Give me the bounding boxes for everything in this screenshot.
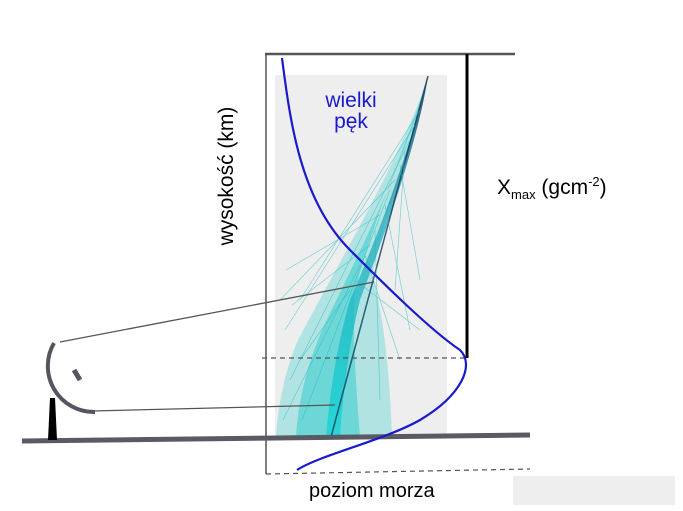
sea-level-label: poziom morza (309, 480, 435, 502)
xmax-label-unit-suffix: ) (599, 176, 607, 199)
telescope-icon (45, 342, 96, 440)
shower-label-line-1: wielki (325, 89, 377, 112)
shower-particle-spray (276, 78, 428, 437)
shower-core (326, 76, 428, 437)
ground-line (21, 432, 531, 444)
xmax-label-unit-prefix: (gcm (535, 176, 589, 199)
shower-axis (330, 75, 429, 438)
altitude-axis-label: wysokość (km) (215, 106, 238, 246)
shower-particle-dense (296, 78, 428, 437)
corner-box (513, 476, 675, 505)
xmax-label-superscript: -2 (588, 174, 600, 189)
field-of-view-lower (91, 404, 336, 412)
particle-tracks (279, 109, 421, 421)
xmax-label-subscript: max (511, 187, 536, 203)
shower-label-line-2: pęk (334, 110, 368, 133)
field-of-view-upper (59, 281, 375, 343)
longitudinal-profile-curve (280, 57, 468, 471)
xmax-label-base: X (497, 176, 512, 199)
sea-level-line (265, 468, 531, 475)
shower-image-background (275, 75, 447, 437)
xmax-label: Xmax (gcm-2) (497, 174, 607, 202)
shower-label: wielki pęk (296, 90, 406, 132)
